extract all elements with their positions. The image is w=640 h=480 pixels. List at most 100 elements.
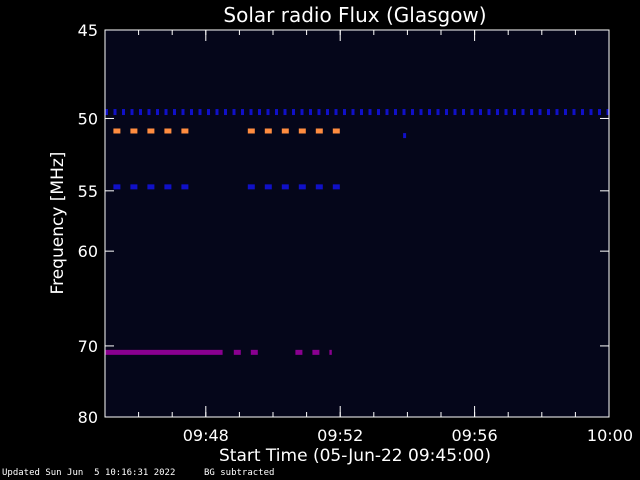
band-segment <box>258 109 261 116</box>
band-segment <box>113 184 121 190</box>
band-segment <box>351 109 355 116</box>
y-tick-label: 55 <box>78 182 98 201</box>
band-feature <box>295 349 332 355</box>
band-segment <box>598 109 601 116</box>
band-segment <box>487 109 491 116</box>
band-segment <box>241 109 244 116</box>
band-segment <box>312 349 320 355</box>
band-segment <box>298 128 306 134</box>
band-segment <box>581 109 584 116</box>
band-segment <box>292 109 295 116</box>
band-segment <box>247 184 255 190</box>
band-segment <box>249 109 253 116</box>
band-segment <box>130 109 134 116</box>
band-feature <box>247 184 340 190</box>
band-segment <box>215 109 219 116</box>
band-segment <box>295 349 303 355</box>
band-segment <box>453 109 457 116</box>
band-segment <box>504 109 508 116</box>
band-segment <box>105 349 223 355</box>
y-tick-label: 60 <box>78 242 98 261</box>
band-segment <box>164 109 168 116</box>
band-segment <box>479 109 482 116</box>
y-axis-label: Frequency [MHz] <box>48 152 68 295</box>
band-segment <box>266 109 270 116</box>
band-segment <box>332 128 340 134</box>
band-segment <box>329 349 332 355</box>
band-segment <box>315 128 323 134</box>
band-feature <box>105 349 223 355</box>
band-segment <box>572 109 576 116</box>
plot-frame <box>104 29 610 418</box>
band-segment <box>521 109 525 116</box>
band-segment <box>181 109 185 116</box>
band-segment <box>606 109 609 116</box>
band-segment <box>164 128 172 134</box>
x-tick-label: 09:56 <box>452 426 498 445</box>
plot-area <box>105 30 609 417</box>
band-segment <box>232 109 236 116</box>
band-segment <box>496 109 499 116</box>
band-segment <box>334 109 338 116</box>
band-segment <box>394 109 397 116</box>
band-segment <box>530 109 533 116</box>
band-feature <box>113 128 189 134</box>
band-segment <box>317 109 321 116</box>
band-segment <box>326 109 329 116</box>
x-tick-label: 10:00 <box>587 426 633 445</box>
band-segment <box>264 184 272 190</box>
band-segment <box>298 184 306 190</box>
band-segment <box>555 109 559 116</box>
band-segment <box>224 109 227 116</box>
band-segment <box>564 109 567 116</box>
band-segment <box>233 349 241 355</box>
band-segment <box>360 109 363 116</box>
footer-note: BG subtracted <box>204 468 275 478</box>
band-segment <box>281 128 289 134</box>
band-segment <box>164 184 172 190</box>
band-segment <box>283 109 287 116</box>
band-segment <box>264 128 272 134</box>
footer-updated: Updated Sun Jun 5 10:16:31 2022 <box>2 468 176 478</box>
band-feature <box>403 133 407 139</box>
band-segment <box>113 109 117 116</box>
band-segment <box>181 184 189 190</box>
band-segment <box>377 109 380 116</box>
band-segment <box>105 109 108 116</box>
y-tick-label: 80 <box>78 408 98 427</box>
band-segment <box>538 109 542 116</box>
band-feature <box>105 109 609 116</box>
band-segment <box>275 109 278 116</box>
band-segment <box>343 109 346 116</box>
band-segment <box>589 109 593 116</box>
x-axis: 09:48 09:52 09:56 10:00 <box>104 30 633 445</box>
band-feature <box>233 349 258 355</box>
band-segment <box>445 109 448 116</box>
band-segment <box>139 109 142 116</box>
x-tick-label: 09:52 <box>317 426 363 445</box>
chart-title: Solar radio Flux (Glasgow) <box>223 3 486 27</box>
band-segment <box>190 109 193 116</box>
band-segment <box>300 109 304 116</box>
band-segment <box>207 109 210 116</box>
band-segment <box>147 109 151 116</box>
spectral-features <box>105 109 609 355</box>
band-segment <box>332 184 340 190</box>
band-segment <box>462 109 465 116</box>
band-feature <box>247 128 340 134</box>
band-dot <box>403 133 407 139</box>
band-segment <box>130 184 138 190</box>
band-segment <box>470 109 474 116</box>
band-segment <box>281 184 289 190</box>
x-axis-label: Start Time (05-Jun-22 09:45:00) <box>219 446 491 466</box>
y-tick-label: 50 <box>78 109 98 128</box>
band-segment <box>147 128 155 134</box>
band-segment <box>368 109 372 116</box>
band-segment <box>547 109 550 116</box>
band-segment <box>385 109 389 116</box>
band-segment <box>122 109 125 116</box>
band-feature <box>113 184 189 190</box>
band-segment <box>147 184 155 190</box>
band-segment <box>428 109 431 116</box>
